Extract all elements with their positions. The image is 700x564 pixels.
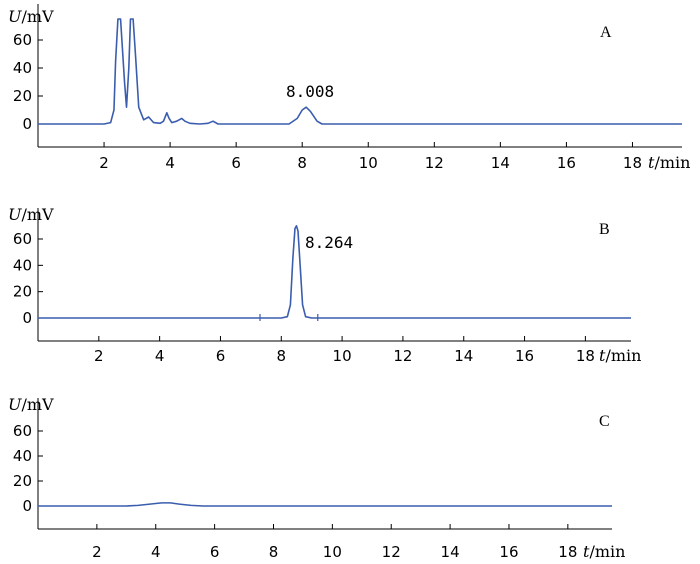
x-tick-label: 16 [499,543,518,561]
x-tick-label: 8 [277,347,287,365]
x-axis-unit: /min [589,542,625,561]
x-axis-symbol: t [648,153,655,172]
x-tick-label: 6 [210,543,220,561]
x-tick-label: 14 [491,154,510,172]
x-tick-label: 8 [269,543,279,561]
x-tick-label: 10 [359,154,378,172]
x-tick-label: 12 [425,154,444,172]
x-tick-label: 16 [515,347,534,365]
peak-retention-label: 8.008 [286,82,334,101]
x-axis-label: t/min [583,542,625,561]
y-tick-label: 60 [13,422,32,440]
x-axis-symbol: t [599,346,606,365]
x-tick-label: 8 [297,154,307,172]
x-tick-label: 18 [576,347,595,365]
x-tick-label: 10 [333,347,352,365]
chromatogram-trace [38,502,612,507]
chart-panel-b: 0 20 40 60 2 4 6 8 10 12 14 16 18 U/mV t/min B 8.264 [8,205,641,365]
x-tick-label: 12 [382,543,401,561]
x-axis-symbol: t [583,542,590,561]
y-tick-label: 40 [13,256,32,274]
x-tick-label: 16 [557,154,576,172]
y-tick-label: 0 [22,309,32,327]
chart-panel-c: 0 20 40 60 2 4 6 8 10 12 14 16 18 U/mV t/min C [8,395,625,561]
x-tick-label: 14 [454,347,473,365]
chromatogram-trace [38,225,631,319]
x-axis-unit: /min [605,346,641,365]
x-axis-unit: /min [654,153,690,172]
y-tick-label: 40 [13,447,32,465]
peak-retention-label: 8.264 [305,233,353,252]
y-axis-symbol: U [8,7,22,26]
x-tick-label: 4 [155,347,165,365]
y-axis-label: U/mV [8,7,54,26]
y-tick-label: 20 [13,283,32,301]
panel-letter: A [600,24,612,41]
y-tick-label: 60 [13,31,32,49]
x-axis-label: t/min [648,153,690,172]
x-tick-label: 6 [231,154,241,172]
y-axis-unit: /mV [21,205,54,224]
y-axis-unit: /mV [21,7,54,26]
x-tick-label: 18 [558,543,577,561]
x-tick-label: 14 [441,543,460,561]
y-axis-label: U/mV [8,395,54,414]
x-tick-label: 10 [323,543,342,561]
y-tick-label: 60 [13,230,32,248]
chromatogram-trace [38,18,682,125]
y-tick-label: 0 [22,115,32,133]
x-tick-label: 2 [94,347,104,365]
y-axis-label: U/mV [8,205,54,224]
x-tick-label: 4 [165,154,175,172]
y-tick-label: 40 [13,59,32,77]
y-tick-label: 20 [13,472,32,490]
x-tick-label: 2 [92,543,102,561]
x-tick-label: 2 [99,154,109,172]
x-tick-label: 12 [393,347,412,365]
x-tick-label: 4 [151,543,161,561]
panel-letter: C [599,413,610,430]
x-tick-label: 6 [216,347,226,365]
panel-letter: B [599,221,610,238]
x-axis-label: t/min [599,346,641,365]
y-tick-label: 0 [22,497,32,515]
y-axis-symbol: U [8,205,22,224]
x-tick-label: 18 [623,154,642,172]
y-axis-unit: /mV [21,395,54,414]
y-tick-label: 20 [13,87,32,105]
y-axis-symbol: U [8,395,22,414]
chart-panel-a: 0 20 40 60 2 4 6 8 10 12 14 16 18 U/mV t/min A 8.008 [8,4,690,172]
